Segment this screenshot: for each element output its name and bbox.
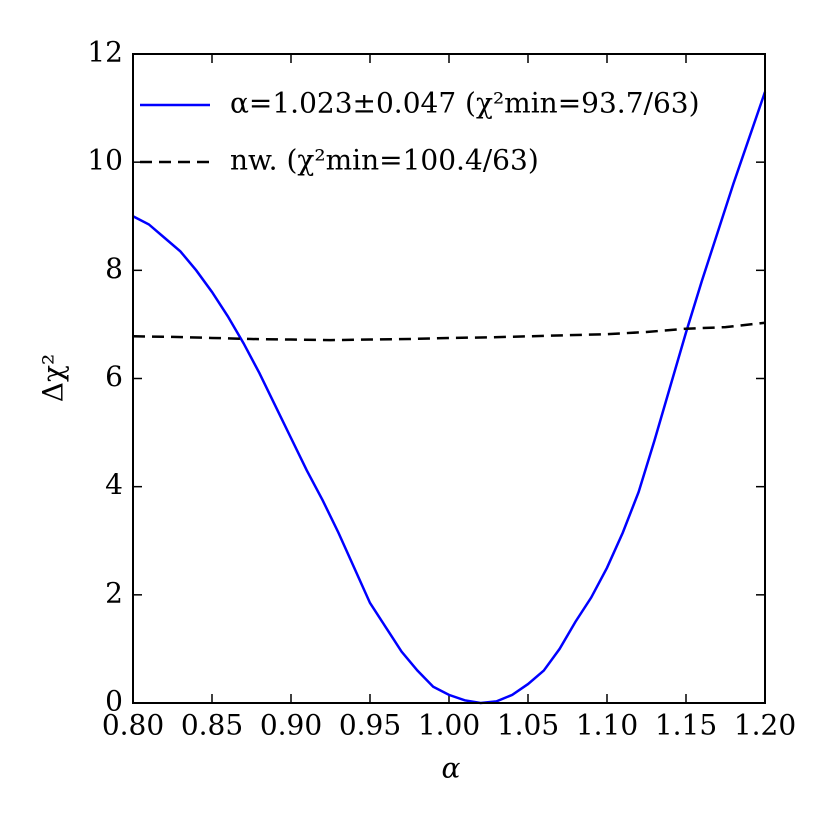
x-tick-label: 1.10: [576, 709, 638, 742]
legend-label: α=1.023±0.047 (χ²min=93.7/63): [230, 87, 700, 120]
y-tick-label: 12: [87, 36, 123, 69]
x-tick-label: 0.95: [339, 709, 401, 742]
plot-frame: [132, 53, 766, 704]
series-line: [132, 321, 766, 342]
x-tick-label: 0.90: [260, 709, 322, 742]
x-tick-label: 1.00: [418, 709, 480, 742]
legend-label: nw. (χ²min=100.4/63): [230, 144, 539, 177]
x-tick-label: 0.85: [181, 709, 243, 742]
y-tick-label: 4: [105, 468, 123, 501]
y-tick-label: 6: [105, 360, 123, 393]
x-tick-label: 1.15: [655, 709, 717, 742]
y-tick-label: 10: [87, 144, 123, 177]
y-tick-label: 8: [105, 252, 123, 285]
x-tick-label: 0.80: [102, 709, 164, 742]
series-line: [132, 91, 767, 705]
x-axis-label: α: [442, 752, 461, 785]
y-tick-label: 2: [105, 576, 123, 609]
x-tick-label: 1.20: [734, 709, 796, 742]
x-tick-label: 1.05: [497, 709, 559, 742]
y-tick-label: 0: [105, 685, 123, 718]
y-axis-label: Δχ²: [37, 354, 70, 402]
